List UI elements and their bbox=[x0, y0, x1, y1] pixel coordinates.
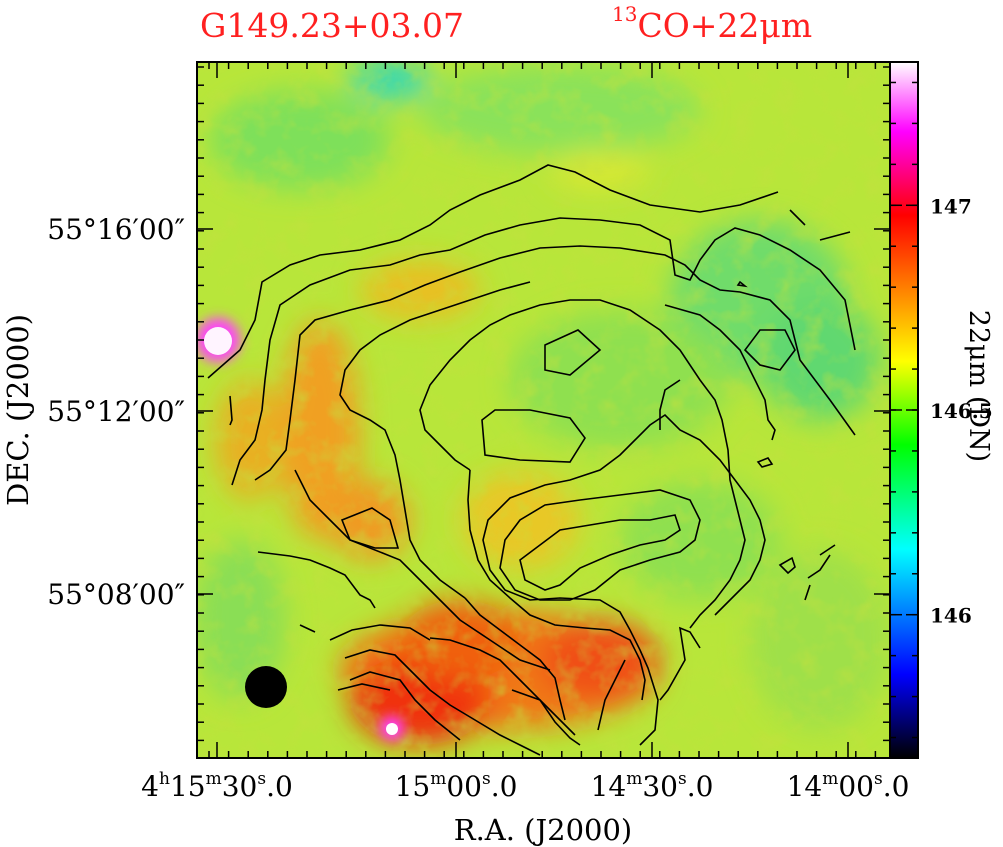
tracer-label: CO+22μm bbox=[637, 6, 813, 45]
x-tick-label: 14m30s.0 bbox=[591, 769, 714, 803]
x-axis-label: R.A. (J2000) bbox=[454, 813, 633, 847]
y-tick-label: 55°08′00″ bbox=[47, 578, 185, 611]
y-tick-label: 55°12′00″ bbox=[47, 395, 185, 428]
x-tick-label: 15m00s.0 bbox=[395, 769, 518, 803]
beam-marker bbox=[245, 666, 287, 708]
x-tick-label: 14m00s.0 bbox=[787, 769, 910, 803]
y-tick-label: 55°16′00″ bbox=[47, 213, 185, 246]
y-axis-label: DEC. (J2000) bbox=[1, 314, 35, 506]
dec-tick-labels: 55°16′00″ 55°12′00″ 55°08′00″ bbox=[47, 213, 185, 611]
map-tick-marks bbox=[197, 62, 890, 758]
colorbar-tick-labels: 147 146.5 146 bbox=[930, 194, 993, 627]
source-name-title: G149.23+03.07 bbox=[200, 6, 464, 45]
isotope-superscript: 13 bbox=[612, 2, 638, 26]
tracer-title: 13CO+22μm bbox=[612, 2, 813, 45]
colorbar-tick-marks bbox=[890, 81, 918, 739]
colorbar-tick-label: 146.5 bbox=[930, 399, 993, 423]
colorbar-tick-label: 147 bbox=[930, 194, 972, 218]
x-tick-label: 4h15m30s.0 bbox=[141, 769, 293, 803]
intensity-map bbox=[197, 62, 890, 758]
ra-tick-labels: 4h15m30s.0 15m00s.0 14m30s.0 14m00s.0 bbox=[141, 769, 909, 803]
colorbar-tick-label: 146 bbox=[930, 604, 972, 628]
colorbar-label: 22μm (DN) bbox=[963, 310, 994, 462]
co-contours bbox=[207, 164, 856, 756]
